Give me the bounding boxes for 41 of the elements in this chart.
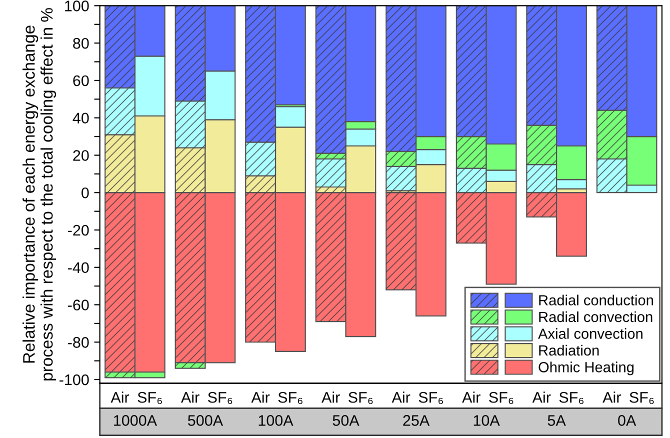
legend-label: Radial conduction — [539, 294, 653, 306]
y-tick-label: 80 — [73, 38, 89, 49]
text: 100A — [258, 415, 294, 426]
y-tick-label: 20 — [73, 150, 89, 161]
legend-label: Ohmic Heating — [538, 362, 634, 376]
y-tick-label: 60 — [73, 75, 89, 86]
x-tick-label: SF₆ — [418, 392, 443, 404]
x-tick-label: SF₆ — [208, 392, 232, 404]
x-tick-label: Air — [392, 392, 410, 403]
x-tick-label: SF₆ — [630, 392, 654, 404]
x-tick-label: SF₆ — [348, 392, 373, 404]
x-tick-label: Air — [602, 392, 621, 403]
y-tick-label: -60 — [68, 300, 89, 310]
text: 25A — [403, 415, 430, 426]
x-tick-label: SF₆ — [138, 392, 162, 404]
text: 5A — [548, 415, 566, 426]
y-tick-label: -40 — [68, 262, 89, 274]
y-tick-label: 40 — [72, 112, 89, 124]
y-axis-title: Relative importance of each energy exchange process with respect to the total cooling effect in % — [22, 8, 56, 380]
x-tick-label: Air — [462, 392, 480, 403]
x-tick-label: Air — [322, 392, 340, 403]
x-tick-label: Air — [251, 392, 270, 403]
text: 50A — [332, 415, 360, 426]
x-tick-label: SF₆ — [489, 392, 514, 404]
legend-label: Radiation — [539, 344, 599, 356]
text: 1000A — [114, 415, 158, 426]
y-tick-label: -80 — [68, 337, 89, 348]
y-tick-label: -20 — [68, 224, 89, 236]
legend-label: Axial convection — [538, 328, 642, 339]
x-tick-label: Air — [180, 392, 200, 403]
x-tick-label: SF₆ — [278, 392, 302, 404]
text: 500A — [188, 415, 224, 426]
text: 0A — [618, 415, 636, 426]
y-tick-label: 0 — [82, 187, 89, 198]
x-tick-label: SF₆ — [559, 392, 584, 404]
x-tick-label: Air — [532, 392, 551, 403]
y-tick-label: 100 — [65, 0, 89, 12]
y-tick-label: -100 — [60, 374, 89, 386]
legend-label: Radial convection — [539, 311, 652, 322]
text: 10A — [474, 415, 500, 426]
x-tick-label: Air — [110, 392, 130, 403]
